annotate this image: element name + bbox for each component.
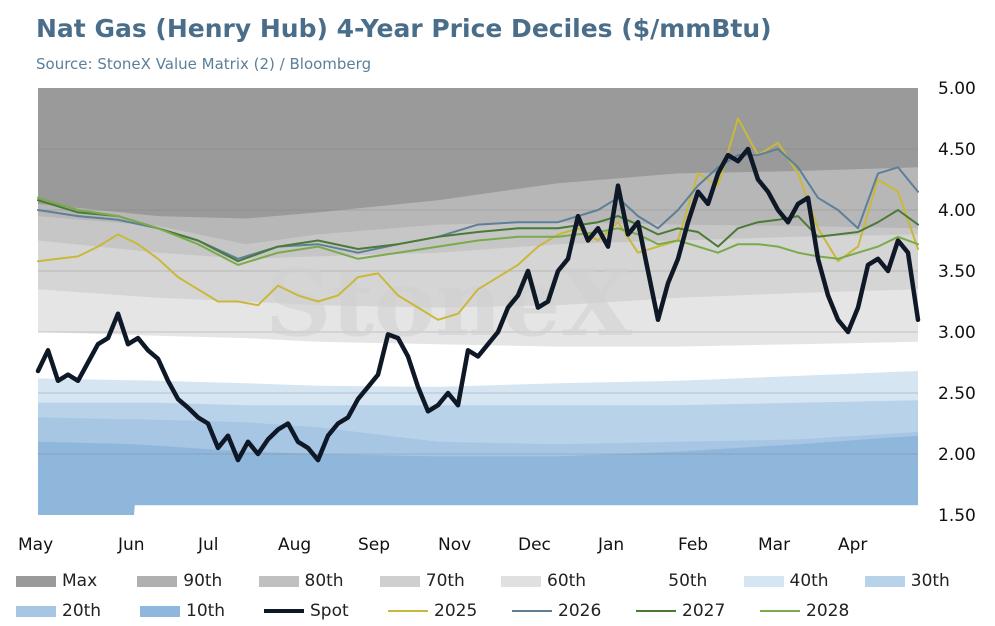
legend-label: 2026 bbox=[558, 601, 602, 621]
legend-label: 70th bbox=[425, 571, 465, 591]
legend-label: 30th bbox=[910, 571, 950, 591]
legend-label: 20th bbox=[62, 601, 102, 621]
y-tick-label: 2.00 bbox=[938, 445, 976, 465]
legend-item-2026: 2026 bbox=[512, 601, 636, 621]
y-tick-label: 1.50 bbox=[938, 506, 976, 526]
legend-label: 2028 bbox=[806, 601, 850, 621]
y-tick-label: 4.50 bbox=[938, 140, 976, 160]
legend-label: 60th bbox=[547, 571, 587, 591]
x-tick-label: Jul bbox=[197, 535, 219, 555]
legend-row: Max 90th 80th 70th 60th 50th 40th 30th bbox=[16, 566, 986, 596]
legend-marker bbox=[501, 575, 541, 587]
y-tick-label: 3.00 bbox=[938, 323, 976, 343]
legend-item-60th: 60th bbox=[501, 571, 622, 591]
legend-item-90th: 90th bbox=[137, 571, 258, 591]
legend-label: Spot bbox=[310, 601, 349, 621]
legend-marker bbox=[137, 575, 178, 587]
x-tick-label: Mar bbox=[758, 535, 790, 555]
x-tick-label: Aug bbox=[278, 535, 311, 555]
legend-marker bbox=[864, 575, 905, 587]
x-axis-ticks: May Jun Jul Aug Sep Nov Dec Jan Feb Mar Apr bbox=[18, 535, 867, 555]
legend-item-max: Max bbox=[16, 571, 137, 591]
legend-marker bbox=[264, 609, 304, 613]
legend-marker bbox=[16, 575, 56, 587]
gridlines bbox=[38, 148, 918, 455]
legend-item-10th: 10th bbox=[140, 601, 264, 621]
legend-marker bbox=[743, 575, 784, 587]
x-tick-label: Dec bbox=[518, 535, 551, 555]
legend-marker bbox=[140, 605, 180, 617]
legend-item-spot: Spot bbox=[264, 601, 388, 621]
legend-label: Max bbox=[62, 571, 98, 591]
y-tick-label: 2.50 bbox=[938, 384, 976, 404]
legend-label: 2027 bbox=[682, 601, 726, 621]
band-floor bbox=[38, 505, 918, 515]
x-tick-label: May bbox=[18, 535, 53, 555]
x-tick-label: Nov bbox=[438, 535, 471, 555]
chart-legend: Max 90th 80th 70th 60th 50th 40th 30th 20th 10th S… bbox=[16, 566, 986, 626]
legend-item-40th: 40th bbox=[743, 571, 865, 591]
x-tick-label: Apr bbox=[838, 535, 867, 555]
legend-marker bbox=[622, 575, 663, 587]
series-line-2025 bbox=[37, 117, 919, 321]
y-tick-label: 5.00 bbox=[938, 79, 976, 99]
legend-marker bbox=[16, 605, 56, 617]
x-tick-label: Feb bbox=[678, 535, 708, 555]
legend-item-2027: 2027 bbox=[636, 601, 760, 621]
chart-title: Nat Gas (Henry Hub) 4-Year Price Deciles… bbox=[36, 14, 772, 43]
y-tick-label: 4.00 bbox=[938, 201, 976, 221]
legend-label: 50th bbox=[668, 571, 708, 591]
legend-marker bbox=[760, 610, 800, 612]
legend-marker bbox=[379, 575, 420, 587]
y-axis-ticks: 5.00 4.50 4.00 3.50 3.00 2.50 2.00 1.50 bbox=[938, 79, 976, 526]
series-line-2027 bbox=[37, 199, 919, 263]
legend-label: 80th bbox=[304, 571, 344, 591]
legend-label: 10th bbox=[186, 601, 226, 621]
legend-marker bbox=[388, 610, 428, 612]
legend-label: 90th bbox=[183, 571, 223, 591]
legend-marker bbox=[636, 610, 676, 612]
legend-marker bbox=[258, 575, 299, 587]
legend-label: 2025 bbox=[434, 601, 478, 621]
x-tick-label: Jun bbox=[117, 535, 145, 555]
stonex-watermark: StoneX bbox=[265, 249, 633, 357]
y-tick-label: 3.50 bbox=[938, 262, 976, 282]
legend-item-30th: 30th bbox=[864, 571, 986, 591]
legend-item-2025: 2025 bbox=[388, 601, 512, 621]
legend-item-2028: 2028 bbox=[760, 601, 884, 621]
chart-source: Source: StoneX Value Matrix (2) / Bloomb… bbox=[36, 55, 372, 73]
legend-marker bbox=[512, 610, 552, 612]
legend-item-70th: 70th bbox=[379, 571, 501, 591]
price-series bbox=[35, 117, 921, 463]
legend-item-20th: 20th bbox=[16, 601, 140, 621]
legend-row: 20th 10th Spot 2025 2026 2027 2028 bbox=[16, 596, 986, 626]
legend-item-80th: 80th bbox=[258, 571, 380, 591]
x-tick-label: Jan bbox=[597, 535, 624, 555]
legend-item-50th: 50th bbox=[622, 571, 743, 591]
legend-label: 40th bbox=[789, 571, 829, 591]
series-line-spot bbox=[35, 146, 921, 463]
x-tick-label: Sep bbox=[358, 535, 390, 555]
